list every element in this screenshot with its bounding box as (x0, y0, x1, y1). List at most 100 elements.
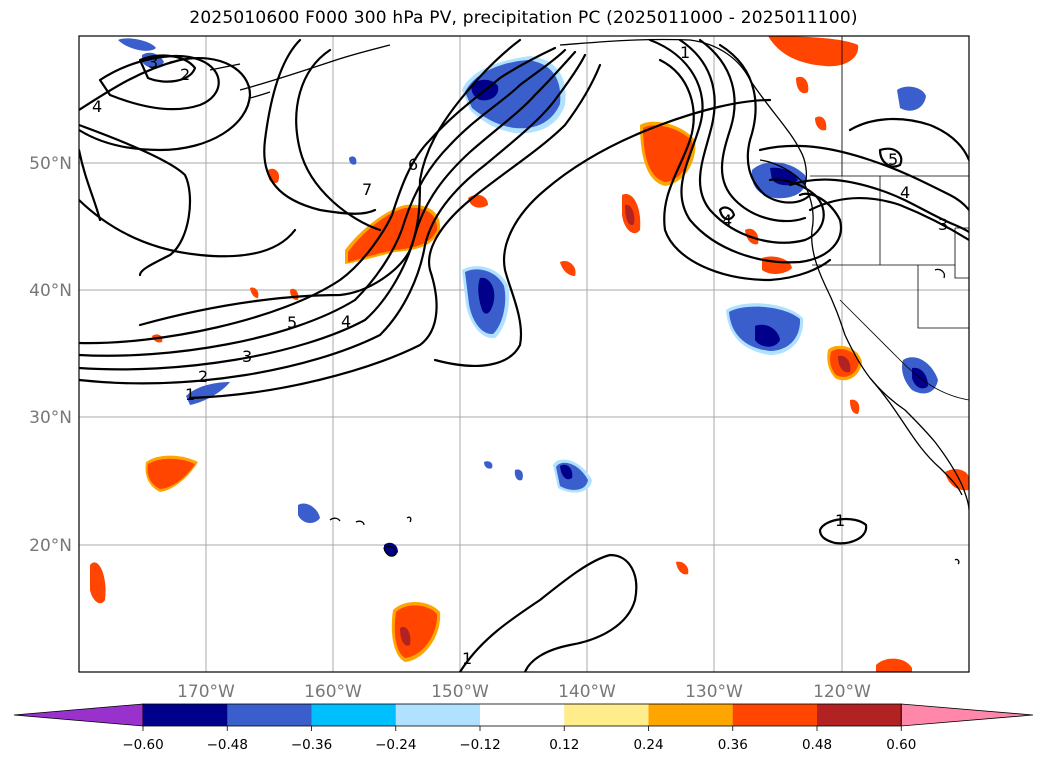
hawaii-2 (355, 520, 365, 526)
contour-label: 5 (287, 313, 297, 332)
neg-blob (514, 469, 523, 481)
contour-label: 1 (185, 385, 195, 404)
pos-blob (643, 125, 693, 182)
colorbar-swatch (564, 704, 649, 726)
contour-line (433, 98, 772, 367)
contour-labels: 2 3 4 1 6 7 5 4 3 2 1 5 4 3 4 1 1 (92, 43, 948, 668)
hawaii-4 (406, 516, 412, 523)
pos-blob (147, 458, 195, 489)
contour-line (788, 178, 969, 234)
contour-line (98, 54, 220, 111)
contour-line (718, 206, 736, 221)
contour-line (878, 147, 903, 168)
pos-blob (768, 36, 859, 67)
lon-label: 120°W (813, 682, 871, 702)
contour-label: 1 (835, 511, 845, 530)
contour-line (79, 53, 587, 385)
colorbar-tick-label: −0.12 (459, 737, 500, 753)
pos-blob (796, 76, 809, 94)
colorbar-tick-label: −0.48 (207, 737, 248, 753)
contour-label: 3 (242, 347, 252, 366)
lat-label: 50°N (29, 154, 72, 174)
colorbar-tick-label: 0.12 (549, 737, 579, 753)
colorbar-tick-label: 0.60 (886, 737, 916, 753)
contour-label: 2 (198, 367, 208, 386)
contour-label: 5 (888, 150, 898, 169)
contour-label: 4 (92, 97, 102, 116)
map-background (79, 36, 969, 672)
contour-line (79, 123, 192, 277)
colorbar-swatch (227, 704, 312, 726)
contour-label: 3 (148, 53, 158, 72)
colorbar-swatch (648, 704, 734, 726)
pos-blob (560, 260, 576, 276)
colorbar-tick-label: −0.24 (375, 737, 416, 753)
contour-line (79, 198, 297, 258)
pos-blob (850, 399, 860, 414)
lon-labels: 170°W 160°W 150°W 140°W 130°W 120°W (177, 682, 871, 702)
hawaii-3 (383, 545, 397, 557)
lon-label: 170°W (177, 682, 235, 702)
neg-blob (298, 503, 320, 524)
neg-blob (478, 277, 495, 314)
contour-line (648, 38, 843, 264)
colorbar: −0.60 −0.48 −0.36 −0.24 −0.12 0.12 0.24 0.36 0.4… (13, 703, 1034, 753)
lat-label: 20°N (29, 536, 72, 556)
colorbar-frame (142, 703, 902, 727)
neg-blob (118, 38, 156, 51)
neg-blob (560, 464, 573, 480)
lon-label: 150°W (431, 682, 489, 702)
pv-contours (79, 38, 969, 672)
contour-line (808, 197, 969, 242)
contour-label: 4 (900, 183, 910, 202)
colorbar-swatch (732, 704, 818, 726)
lon-label: 140°W (558, 682, 616, 702)
contour-line (188, 63, 602, 400)
colorbar-swatch (143, 704, 228, 726)
contour-line (263, 38, 377, 215)
neg-blob (484, 461, 493, 469)
contour-label: 4 (722, 211, 732, 230)
contour-line (758, 144, 969, 212)
contour-label: 1 (680, 43, 690, 62)
island-sw (954, 558, 960, 565)
colorbar-extend-low (13, 703, 144, 727)
lon-label: 160°W (304, 682, 362, 702)
contour-line (718, 43, 812, 204)
contour-line (658, 58, 832, 282)
lat-labels: 50°N 40°N 30°N 20°N (29, 154, 72, 556)
pos-blob (400, 626, 411, 646)
pos-blob (838, 355, 851, 373)
chart-title: 2025010600 F000 300 hPa PV, precipitatio… (189, 8, 858, 28)
contour-line (848, 117, 969, 162)
pos-blob (815, 116, 827, 131)
contour-label: 6 (408, 155, 418, 174)
colorbar-tick-label: −0.36 (291, 737, 332, 753)
colorbar-tick-label: 0.36 (718, 737, 748, 753)
neg-blob (897, 86, 926, 111)
neg-blob (349, 156, 357, 165)
contour-line (138, 38, 522, 327)
colorbar-extend-high (900, 703, 1034, 727)
pos-blob (676, 561, 689, 575)
map-content: 2 3 4 1 6 7 5 4 3 2 1 5 4 3 4 1 1 (79, 36, 969, 672)
colorbar-swatch (817, 704, 902, 726)
pos-blob (250, 287, 259, 298)
colorbar-tick-label: 0.24 (633, 737, 663, 753)
contour-line (295, 48, 382, 232)
colorbar-swatch (395, 704, 481, 726)
map-frame (78, 35, 970, 673)
contour-line (79, 148, 102, 222)
colorbar-tick-label: −0.60 (122, 737, 163, 753)
colorbar-swatch (480, 704, 565, 726)
contour-label: 2 (180, 65, 190, 84)
contour-label: 7 (362, 180, 372, 199)
pos-blob (876, 658, 912, 672)
contour-line (678, 38, 825, 244)
contour-line (138, 54, 197, 83)
contour-label: 3 (938, 215, 948, 234)
island-west (934, 268, 946, 279)
contour-line (79, 46, 557, 345)
neg-blob (755, 324, 780, 347)
